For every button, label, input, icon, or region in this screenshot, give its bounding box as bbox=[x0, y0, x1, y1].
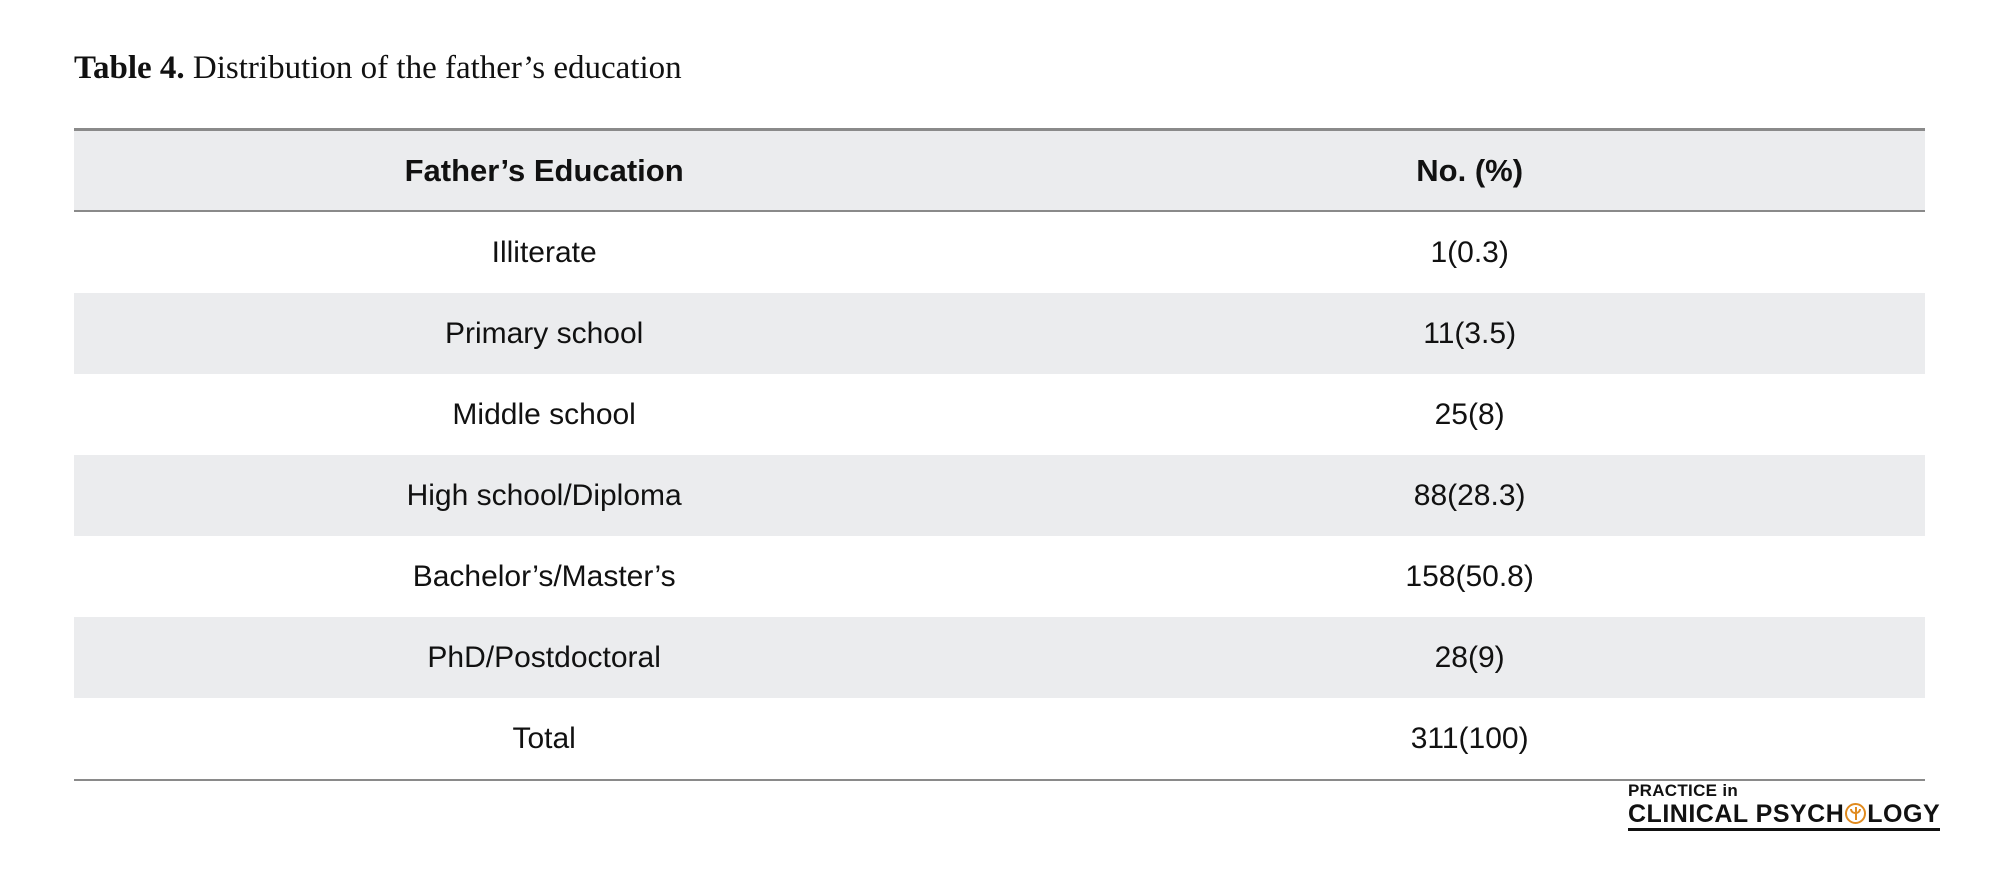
table-row: Bachelor’s/Master’s 158(50.8) bbox=[74, 536, 1925, 617]
cell-count: 28(9) bbox=[1434, 640, 1505, 674]
table-header-row: Father’s Education No. (%) bbox=[74, 128, 1925, 212]
table-number: Table 4. bbox=[74, 50, 185, 86]
logo-top-line: PRACTICE in bbox=[1628, 781, 1739, 800]
table-caption: Table 4. Distribution of the father’s ed… bbox=[74, 50, 682, 87]
table-row: PhD/Postdoctoral 28(9) bbox=[74, 617, 1925, 698]
header-father-education: Father’s Education bbox=[74, 128, 1015, 212]
cell-education: Total bbox=[74, 698, 1015, 781]
cell-education: PhD/Postdoctoral bbox=[427, 640, 661, 674]
cell-education: Illiterate bbox=[491, 235, 597, 269]
logo-bottom-post: LOGY bbox=[1867, 800, 1941, 828]
cell-count: 11(3.5) bbox=[1423, 316, 1517, 350]
cell-education: Primary school bbox=[444, 316, 644, 350]
cell-education: High school/Diploma bbox=[406, 478, 682, 512]
table-title: Distribution of the father’s education bbox=[184, 50, 682, 86]
cell-count: 25(8) bbox=[1434, 397, 1505, 431]
table-row: High school/Diploma 88(28.3) bbox=[74, 455, 1925, 536]
table-row: Illiterate 1(0.3) bbox=[74, 211, 1925, 293]
cell-education: Bachelor’s/Master’s bbox=[412, 559, 676, 593]
journal-logo: PRACTICE in CLINICAL PSYCH LOGY bbox=[1628, 781, 1941, 831]
logo-bottom-line: CLINICAL PSYCH LOGY bbox=[1628, 800, 1941, 831]
cell-count: 158(50.8) bbox=[1405, 559, 1534, 593]
table-row-total: Total 311(100) bbox=[74, 698, 1925, 781]
header-count-percent: No. (%) bbox=[1014, 128, 1925, 212]
table-row: Middle school 25(8) bbox=[74, 374, 1925, 455]
cell-count: 88(28.3) bbox=[1413, 478, 1526, 512]
cell-education: Middle school bbox=[452, 397, 636, 431]
logo-bottom-pre: CLINICAL PSYCH bbox=[1628, 800, 1845, 828]
cell-count: 1(0.3) bbox=[1430, 235, 1509, 269]
psi-circle-icon bbox=[1845, 802, 1867, 824]
education-table: Father’s Education No. (%) Illiterate 1(… bbox=[74, 128, 1925, 781]
table-row: Primary school 11(3.5) bbox=[74, 293, 1925, 374]
data-table-container: Father’s Education No. (%) Illiterate 1(… bbox=[74, 128, 1925, 781]
cell-count: 311(100) bbox=[1014, 698, 1925, 781]
